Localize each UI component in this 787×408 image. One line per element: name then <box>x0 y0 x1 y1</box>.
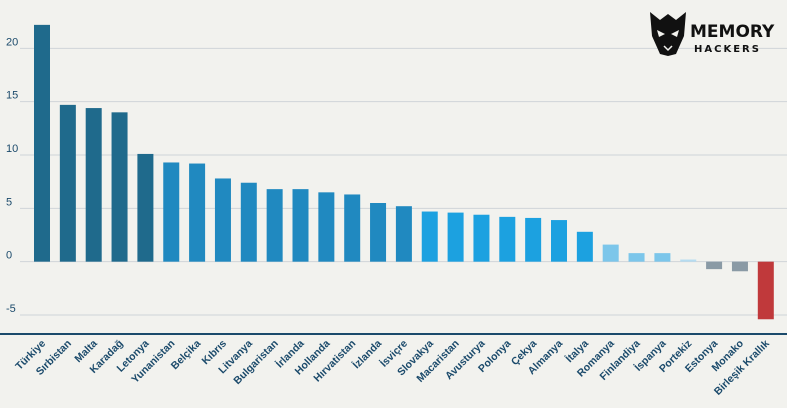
mask-icon <box>650 12 686 56</box>
bar <box>602 244 619 262</box>
logo-line2: HACKERS <box>694 44 761 55</box>
bar <box>525 217 542 262</box>
y-tick-label: 15 <box>6 90 18 102</box>
bar <box>447 212 464 262</box>
bar <box>111 112 128 262</box>
bar <box>499 216 516 262</box>
bar <box>421 211 438 262</box>
bar <box>137 153 154 262</box>
bar <box>576 231 593 262</box>
bar <box>680 259 697 262</box>
bar <box>85 108 102 262</box>
memory-hackers-logo: MEMORY HACKERS <box>650 12 775 56</box>
y-tick-label: 10 <box>6 143 18 155</box>
bar <box>266 189 283 262</box>
bar <box>214 178 231 262</box>
bar <box>654 253 671 262</box>
y-tick-label: 20 <box>6 36 18 48</box>
logo-line1: MEMORY <box>690 22 775 42</box>
y-tick-label: 0 <box>6 250 12 262</box>
bar <box>34 24 50 262</box>
x-tick-label: İzlanda <box>350 337 384 371</box>
bar <box>757 261 774 320</box>
bar <box>163 162 180 262</box>
y-tick-label: 5 <box>6 196 12 208</box>
bar <box>628 253 645 262</box>
bar <box>240 182 257 262</box>
gridlines <box>20 47 787 316</box>
bar <box>731 261 748 272</box>
bar <box>473 214 490 262</box>
x-axis-labels: TürkiyeSırbistanMaltaKaradağLetonyaYunan… <box>13 337 772 398</box>
bar <box>189 163 206 262</box>
bar <box>370 203 387 262</box>
bar <box>706 261 723 270</box>
bars <box>34 24 774 320</box>
bar <box>551 220 567 262</box>
y-tick-label: -5 <box>6 303 16 315</box>
bar <box>292 189 309 262</box>
bar <box>395 206 412 262</box>
bar <box>344 194 361 262</box>
bar <box>318 192 335 262</box>
bar <box>59 104 76 262</box>
y-axis-ticks: -5 0 5 10 15 20 <box>6 36 18 315</box>
